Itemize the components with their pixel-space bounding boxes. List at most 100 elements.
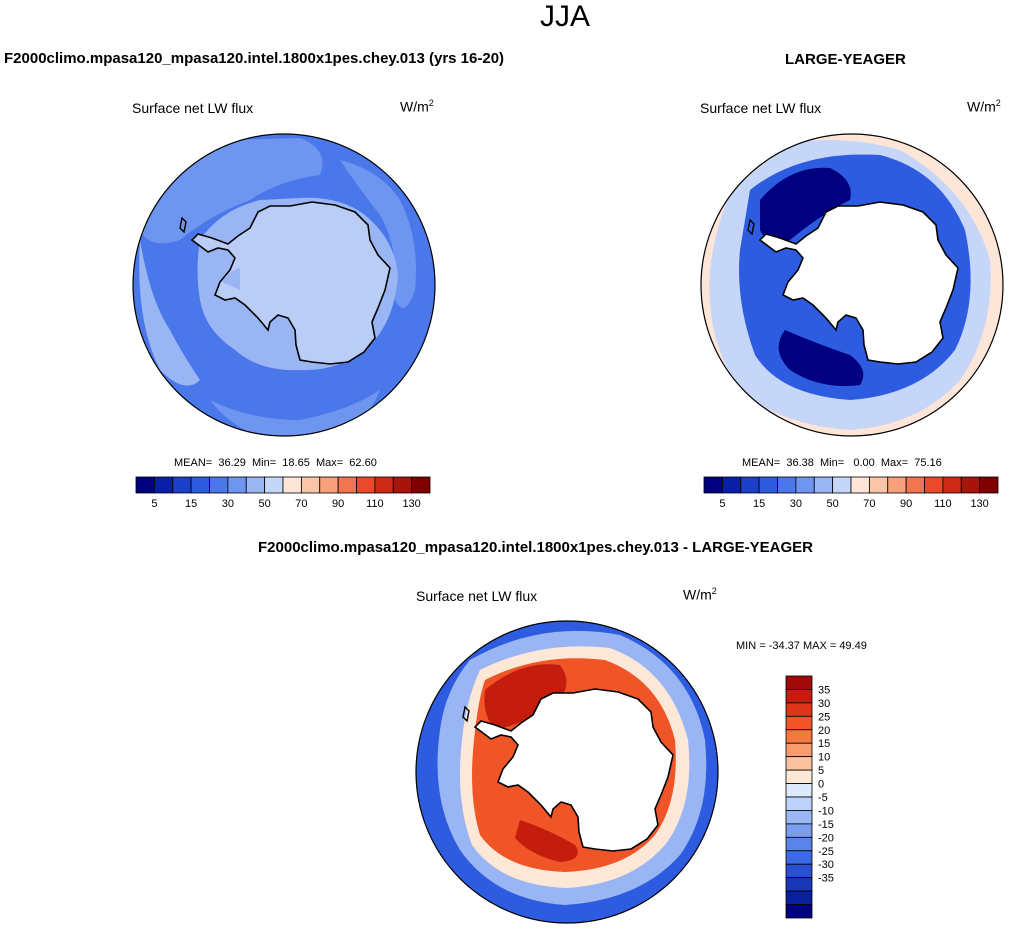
- panel3-south-america-tip: [462, 705, 470, 723]
- panel1-colorbar-swatch: [300, 476, 321, 494]
- panel3-core-s: [515, 820, 578, 862]
- panel1-colorbar-tick-label: 30: [222, 498, 234, 510]
- panel2-colorbar-swatch: [740, 476, 760, 494]
- panel1-colorbar-swatch: [264, 476, 284, 494]
- panel1-colorbar-swatch: [227, 476, 247, 494]
- panel3-unit: W/m2: [683, 586, 717, 603]
- panel2-colorbar-swatch: [979, 476, 999, 494]
- panel2-colorbar-swatch: [813, 476, 834, 494]
- panel1-colorbar-tick-label: 110: [366, 498, 384, 510]
- panel2-colorbar-swatch: [795, 476, 815, 494]
- panel2-stats: MEAN= 36.38 Min= 0.00 Max= 75.16: [742, 457, 942, 469]
- panel3-colorbar-tick-label: 0: [818, 779, 824, 791]
- panel2-colorbar-swatch: [758, 476, 778, 494]
- panel1-colorbar-swatch: [135, 476, 155, 494]
- panel3-colorbar-swatch: [785, 715, 813, 731]
- panel3-colorbar-tick-label: -30: [818, 859, 834, 871]
- page-title: JJA: [540, 0, 591, 33]
- panel2-colorbar-swatch: [832, 476, 852, 494]
- panel2-colorbar-swatch: [777, 476, 797, 494]
- panel1-colorbar-swatch: [374, 476, 394, 494]
- panel2-antarctica: [758, 201, 959, 365]
- panel1-colorbar-tick-label: 50: [259, 498, 271, 510]
- panel3-colorbar-swatch: [785, 756, 813, 771]
- panel1-colorbar-swatch: [153, 476, 174, 494]
- panel2-colorbar-swatch: [703, 476, 723, 494]
- panel1-colorbar-swatch: [190, 476, 210, 494]
- panel3-colorbar-swatch: [785, 742, 813, 758]
- panel3-colorbar-swatch: [785, 689, 813, 704]
- panel2-colorbar-swatch: [868, 476, 889, 494]
- panel2-map-border: [700, 133, 1004, 437]
- panel3-minmax: MIN = -34.37 MAX = 49.49: [736, 640, 867, 652]
- panel1-colorbar-tick-label: 70: [295, 498, 307, 510]
- panel1-land-patch: [222, 268, 240, 290]
- panel2-colorbar-tick-label: 130: [970, 498, 988, 510]
- panel1-stats: MEAN= 36.29 Min= 18.65 Max= 62.60: [174, 457, 377, 469]
- panel2-colorbar-tick-label: 30: [790, 498, 802, 510]
- panel3-colorbar-tick-label: -15: [818, 819, 834, 831]
- panel1-colorbar-tick-label: 5: [151, 498, 157, 510]
- panel3-colorbar-tick-label: 5: [818, 765, 824, 777]
- panel2-colorbar-swatch: [887, 476, 907, 494]
- panel3-subtitle: F2000climo.mpasa120_mpasa120.intel.1800x…: [258, 539, 814, 556]
- panel2-colorbar-swatch: [924, 476, 944, 494]
- panel2-colorbar-tick-label: 50: [827, 498, 839, 510]
- panel3-colorbar-swatch: [785, 702, 813, 717]
- panel2-colorbar-tick-label: 110: [934, 498, 952, 510]
- panel3-colorbar-swatch: [785, 850, 813, 865]
- panel1-colorbar-swatch: [337, 476, 357, 494]
- panel2-colorbar: 5 15 30 50 70 90 110 130: [703, 476, 999, 510]
- panel3-colorbar-tick-label: 25: [818, 711, 830, 723]
- panel2-core-s: [778, 330, 864, 386]
- panel1-map: [132, 133, 436, 437]
- panel3-colorbar-tick-label: -25: [818, 846, 834, 858]
- panel3-colorbar-tick-label: 15: [818, 738, 830, 750]
- panel3-colorbar-tick-label: -20: [818, 832, 834, 844]
- panel3-colorbar-swatch: [785, 769, 813, 784]
- panel2-colorbar-swatch: [905, 476, 925, 494]
- panel3-colorbar-tick-label: -10: [818, 805, 834, 817]
- panel1-south-america-tip: [179, 216, 187, 234]
- panel2-core-nw: [760, 167, 851, 244]
- panel2-colorbar-swatch: [960, 476, 981, 494]
- panel1-colorbar-swatch: [172, 476, 192, 494]
- panel1-colorbar-swatch: [282, 476, 302, 494]
- panel3-colorbar-tick-label: 10: [818, 752, 830, 764]
- panel1-colorbar-swatch: [411, 476, 431, 494]
- panel1-unit: W/m2: [400, 98, 434, 115]
- panel1-colorbar-swatch: [356, 476, 376, 494]
- panel2-subtitle: LARGE-YEAGER: [785, 51, 906, 68]
- panel1-colorbar-swatch: [245, 476, 266, 494]
- panel1-colorbar-tick-label: 90: [332, 498, 344, 510]
- panel3-colorbar-swatch: [785, 863, 813, 879]
- panel3-colorbar-tick-label: 35: [818, 684, 830, 696]
- panel3-colorbar-swatch: [785, 836, 813, 852]
- panel3-colorbar-tick-label: -35: [818, 873, 834, 885]
- panel3-colorbar-swatch: [785, 729, 813, 744]
- panel2-colorbar-tick-label: 5: [719, 498, 725, 510]
- panel3-map: [415, 620, 719, 924]
- panel1-variable-label: Surface net LW flux: [132, 100, 254, 116]
- panel3-colorbar-tick-label: 20: [818, 725, 830, 737]
- panel3-colorbar-swatch: [785, 823, 813, 838]
- panel3-colorbar-swatch: [785, 796, 813, 811]
- panel1-colorbar-swatch: [209, 476, 229, 494]
- panel2-colorbar-swatch: [721, 476, 742, 494]
- panel3-colorbar-swatch: [785, 783, 813, 798]
- panel2-unit: W/m2: [967, 98, 1001, 115]
- panel1-ocean-patch-w: [139, 240, 200, 386]
- panel3-colorbar-swatch: [785, 810, 813, 825]
- panel3-core-nw: [484, 664, 567, 730]
- panel2-variable-label: Surface net LW flux: [700, 100, 822, 116]
- panel1-antarctica: [190, 201, 391, 365]
- panel3-colorbar-swatch: [785, 877, 813, 892]
- panel2-colorbar-swatch: [850, 476, 870, 494]
- panel3-variable-label: Surface net LW flux: [416, 588, 538, 604]
- panel3-colorbar-tick-label: 30: [818, 698, 830, 710]
- panel3-colorbar-swatch: [785, 675, 813, 690]
- panel1-colorbar-tick-label: 130: [402, 498, 420, 510]
- panel3-colorbar-swatch: [785, 890, 813, 905]
- panel3-colorbar-swatch: [785, 904, 813, 919]
